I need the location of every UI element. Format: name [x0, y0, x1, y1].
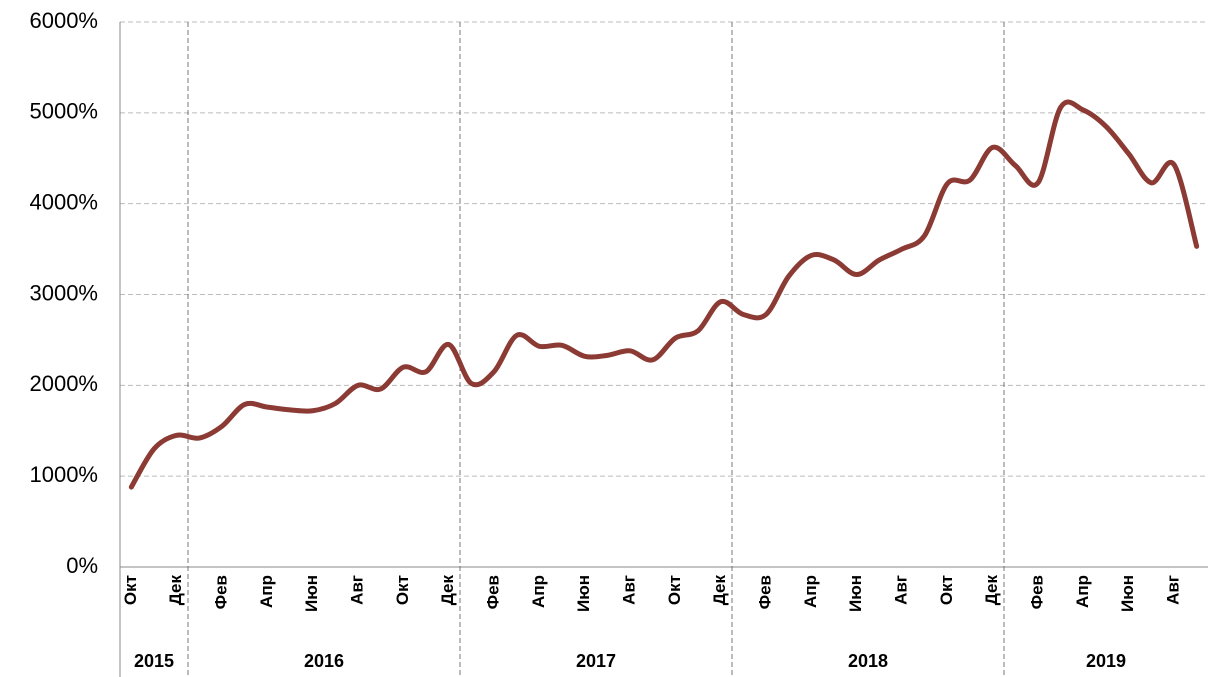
x-tick-label: Фев — [755, 575, 774, 609]
x-tick-label: Фев — [211, 575, 230, 609]
x-tick-label: Дек — [710, 575, 729, 606]
x-tick-label: Апр — [529, 575, 548, 608]
y-tick-label: 2000% — [29, 371, 98, 396]
x-tick-label: Окт — [665, 575, 684, 605]
year-label: 2016 — [304, 651, 344, 671]
y-tick-label: 3000% — [29, 280, 98, 305]
year-label: 2017 — [576, 651, 616, 671]
x-tick-label: Авг — [619, 575, 638, 605]
x-tick-label: Дек — [166, 575, 185, 606]
x-tick-label: Авг — [891, 575, 910, 605]
x-tick-label: Дек — [982, 575, 1001, 606]
x-tick-label: Фев — [483, 575, 502, 609]
x-tick-label: Июн — [574, 575, 593, 612]
x-tick-label: Авг — [347, 575, 366, 605]
x-tick-label: Окт — [121, 575, 140, 605]
x-tick-label: Окт — [937, 575, 956, 605]
year-label: 2015 — [134, 651, 174, 671]
x-tick-label: Июн — [846, 575, 865, 612]
year-label: 2018 — [848, 651, 888, 671]
y-tick-label: 6000% — [29, 8, 98, 33]
data-line — [128, 99, 1200, 490]
x-tick-label: Окт — [393, 575, 412, 605]
x-tick-label: Апр — [801, 575, 820, 608]
y-tick-label: 0% — [66, 553, 98, 578]
x-tick-label: Июн — [302, 575, 321, 612]
y-tick-label: 1000% — [29, 462, 98, 487]
x-tick-label: Дек — [438, 575, 457, 606]
x-tick-label: Апр — [1073, 575, 1092, 608]
x-tick-label: Апр — [257, 575, 276, 608]
y-tick-label: 4000% — [29, 189, 98, 214]
y-tick-label: 5000% — [29, 99, 98, 124]
year-label: 2019 — [1086, 651, 1126, 671]
x-tick-label: Фев — [1027, 575, 1046, 609]
x-tick-label: Июн — [1118, 575, 1137, 612]
x-tick-label: Авг — [1163, 575, 1182, 605]
